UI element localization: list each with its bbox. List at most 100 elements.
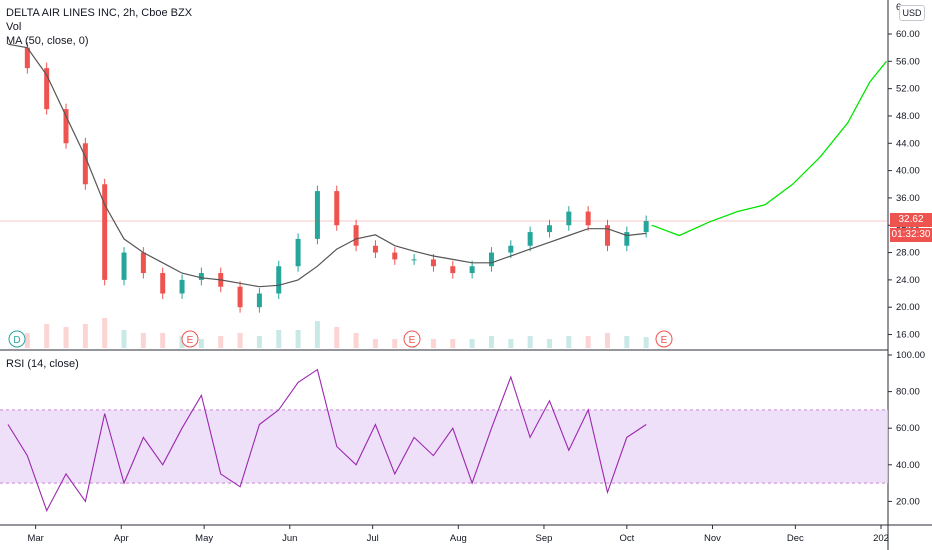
volume-bar bbox=[353, 333, 359, 348]
candle-body bbox=[160, 273, 166, 294]
candle-body bbox=[508, 245, 514, 253]
time-axis-label: Sep bbox=[536, 533, 553, 544]
price-axis-label: 36.00 bbox=[896, 193, 920, 204]
time-axis-label: 202 bbox=[873, 533, 889, 544]
time-axis-label: Mar bbox=[27, 533, 43, 544]
candle-body bbox=[237, 286, 243, 308]
event-marker: E bbox=[181, 330, 199, 348]
time-axis-label: Dec bbox=[787, 533, 804, 544]
time-axis-label: Jul bbox=[367, 533, 379, 544]
symbol-title: DELTA AIR LINES INC, 2h, Cboe BZX bbox=[6, 7, 193, 19]
price-axis-label: 6 bbox=[896, 2, 901, 13]
event-label: E bbox=[187, 335, 194, 346]
time-axis-label: Apr bbox=[114, 533, 129, 544]
last-price-tag: 32.62 bbox=[890, 213, 932, 227]
event-marker: E bbox=[655, 330, 673, 348]
countdown-tag: 01:32:30 bbox=[890, 228, 932, 242]
ma-label: MA (50, close, 0) bbox=[6, 35, 89, 47]
rsi-axis-label: 60.00 bbox=[896, 423, 920, 434]
candle-body bbox=[295, 238, 301, 267]
candle-body bbox=[469, 266, 475, 274]
candle-body bbox=[353, 225, 359, 246]
candle-body bbox=[527, 232, 533, 246]
candle-body bbox=[314, 191, 320, 239]
volume-bar bbox=[450, 339, 456, 348]
event-marker: E bbox=[403, 330, 421, 348]
volume-bar bbox=[218, 336, 224, 348]
currency-button[interactable]: USD bbox=[899, 5, 925, 21]
volume-bar bbox=[160, 333, 166, 348]
volume-bar bbox=[63, 327, 69, 348]
candle-body bbox=[334, 191, 340, 226]
rsi-axis-label: 100.00 bbox=[896, 350, 925, 361]
candle-body bbox=[44, 68, 50, 110]
event-circle bbox=[181, 330, 199, 348]
volume-bar bbox=[508, 339, 514, 348]
volume-bar bbox=[276, 330, 282, 348]
candle-body bbox=[488, 252, 494, 267]
time-axis-label: Nov bbox=[704, 533, 721, 544]
rsi-line bbox=[7, 368, 647, 512]
candle-body bbox=[24, 47, 30, 69]
price-axis-label: 20.00 bbox=[896, 302, 920, 313]
price-axis-label: 28.00 bbox=[896, 248, 920, 259]
volume-bar bbox=[237, 333, 243, 348]
candle-body bbox=[411, 259, 417, 261]
candle-body bbox=[179, 279, 185, 294]
event-label: E bbox=[409, 335, 416, 346]
volume-bar bbox=[469, 339, 475, 348]
ma-line bbox=[7, 43, 647, 288]
candle-body bbox=[392, 252, 398, 260]
candle-body bbox=[372, 245, 378, 253]
volume-bar bbox=[604, 333, 610, 348]
candle-body bbox=[624, 232, 630, 246]
candle-body bbox=[121, 252, 127, 280]
price-axis-label: 60.00 bbox=[896, 29, 920, 40]
volume-bar bbox=[372, 339, 378, 348]
price-axis-label: 40.00 bbox=[896, 166, 920, 177]
volume-bar bbox=[24, 333, 30, 348]
event-circle bbox=[8, 330, 26, 348]
candle-body bbox=[604, 225, 610, 246]
volume-bar bbox=[643, 337, 649, 348]
volume-bar bbox=[334, 327, 340, 348]
volume-bar bbox=[44, 324, 50, 348]
candle-body bbox=[82, 143, 88, 185]
volume-bar bbox=[624, 336, 630, 348]
event-circle bbox=[403, 330, 421, 348]
volume-bar bbox=[314, 321, 320, 348]
event-label: D bbox=[13, 335, 20, 346]
volume-bar bbox=[121, 330, 127, 348]
candle-body bbox=[140, 252, 146, 274]
price-axis-label: 48.00 bbox=[896, 111, 920, 122]
price-axis-label: 52.00 bbox=[896, 84, 920, 95]
volume-bar bbox=[566, 336, 572, 348]
rsi-axis-label: 40.00 bbox=[896, 460, 920, 471]
volume-bar bbox=[546, 339, 552, 348]
event-circle bbox=[655, 330, 673, 348]
volume-bar bbox=[82, 324, 88, 348]
candle-body bbox=[63, 109, 69, 144]
time-axis-label: Oct bbox=[619, 533, 634, 544]
rsi-axis-label: 80.00 bbox=[896, 387, 920, 398]
price-axis-label: 44.00 bbox=[896, 138, 920, 149]
time-axis-label: May bbox=[195, 533, 213, 544]
volume-bar bbox=[527, 336, 533, 348]
price-axis-label: 24.00 bbox=[896, 275, 920, 286]
candle-body bbox=[256, 293, 262, 308]
rsi-axis-label: 20.00 bbox=[896, 496, 920, 507]
event-marker: D bbox=[8, 330, 26, 348]
time-axis-label: Aug bbox=[450, 533, 467, 544]
volume-bar bbox=[430, 339, 436, 348]
candle-body bbox=[198, 273, 204, 280]
rsi-label: RSI (14, close) bbox=[6, 358, 79, 370]
volume-bar bbox=[256, 336, 262, 348]
rsi-band bbox=[0, 409, 888, 484]
volume-bar bbox=[585, 336, 591, 348]
volume-bar bbox=[198, 339, 204, 348]
volume-bar bbox=[140, 333, 146, 348]
price-axis-label: 56.00 bbox=[896, 56, 920, 67]
projection-line bbox=[651, 60, 888, 237]
candle-body bbox=[643, 221, 649, 233]
